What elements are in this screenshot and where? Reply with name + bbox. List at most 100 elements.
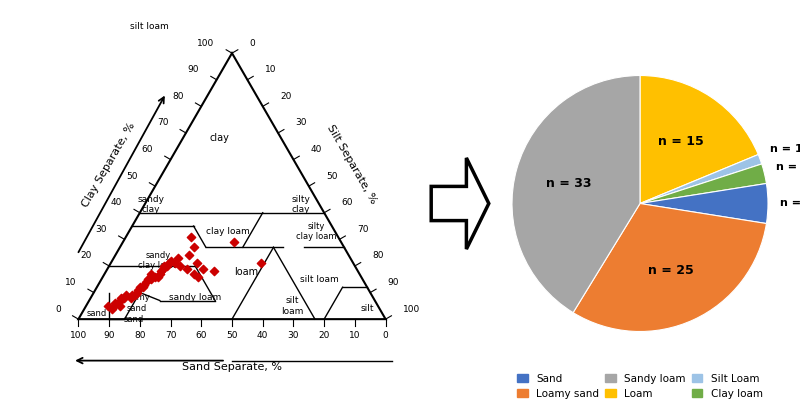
Text: 0: 0 bbox=[55, 304, 61, 313]
Text: 0: 0 bbox=[250, 39, 255, 48]
Text: 100: 100 bbox=[403, 304, 420, 313]
Text: 30: 30 bbox=[288, 331, 299, 340]
Text: 80: 80 bbox=[134, 331, 146, 340]
Point bbox=[197, 265, 210, 272]
Text: n = 33: n = 33 bbox=[546, 177, 591, 190]
Text: 10: 10 bbox=[65, 278, 76, 287]
Point bbox=[114, 302, 126, 309]
Point bbox=[132, 287, 145, 293]
Text: silt loam: silt loam bbox=[130, 22, 169, 31]
Point bbox=[120, 292, 133, 298]
Point bbox=[169, 260, 182, 267]
Point bbox=[254, 260, 267, 267]
Point bbox=[162, 260, 175, 267]
Point bbox=[190, 260, 203, 267]
Text: 50: 50 bbox=[226, 331, 238, 340]
Text: clay: clay bbox=[210, 133, 230, 143]
Text: Clay Separate, %: Clay Separate, % bbox=[80, 120, 137, 209]
Text: silty
clay loam: silty clay loam bbox=[296, 222, 337, 241]
Point bbox=[174, 263, 186, 269]
Text: 60: 60 bbox=[142, 145, 153, 154]
Point bbox=[192, 274, 205, 280]
Text: loamy
sand: loamy sand bbox=[124, 293, 150, 313]
Point bbox=[144, 271, 157, 277]
Text: 80: 80 bbox=[172, 92, 184, 101]
Point bbox=[101, 302, 114, 309]
Wedge shape bbox=[640, 155, 762, 204]
Point bbox=[137, 284, 150, 291]
Point bbox=[130, 289, 143, 296]
Point bbox=[158, 263, 171, 269]
Text: 90: 90 bbox=[187, 65, 199, 74]
Text: n = 4: n = 4 bbox=[780, 199, 800, 208]
Point bbox=[161, 263, 174, 269]
Text: silt
loam: silt loam bbox=[281, 296, 303, 315]
Point bbox=[144, 276, 157, 282]
Point bbox=[184, 234, 197, 240]
Point bbox=[154, 271, 166, 277]
Point bbox=[172, 255, 185, 261]
Text: Sand Separate, %: Sand Separate, % bbox=[182, 362, 282, 372]
Point bbox=[134, 284, 146, 291]
Text: 40: 40 bbox=[311, 145, 322, 154]
Point bbox=[129, 292, 142, 298]
Point bbox=[109, 300, 122, 306]
Text: loam: loam bbox=[234, 267, 258, 278]
Text: 60: 60 bbox=[342, 198, 354, 207]
Text: 40: 40 bbox=[257, 331, 269, 340]
Wedge shape bbox=[640, 76, 758, 204]
Text: 100: 100 bbox=[197, 39, 214, 48]
Text: 100: 100 bbox=[70, 331, 87, 340]
Text: 90: 90 bbox=[103, 331, 115, 340]
Point bbox=[124, 295, 137, 301]
Wedge shape bbox=[573, 204, 766, 331]
Text: n = 2: n = 2 bbox=[775, 162, 800, 172]
Text: 70: 70 bbox=[165, 331, 176, 340]
Point bbox=[152, 274, 165, 280]
Point bbox=[141, 276, 154, 282]
Text: 20: 20 bbox=[318, 331, 330, 340]
Text: 70: 70 bbox=[357, 225, 369, 234]
Text: 70: 70 bbox=[157, 118, 168, 127]
Text: 40: 40 bbox=[111, 198, 122, 207]
Point bbox=[118, 295, 131, 301]
Text: sand: sand bbox=[86, 309, 107, 318]
Text: sand: sand bbox=[123, 315, 144, 324]
Text: 0: 0 bbox=[382, 331, 389, 340]
Point bbox=[114, 297, 126, 304]
Point bbox=[187, 244, 200, 251]
Point bbox=[164, 257, 177, 264]
Text: 20: 20 bbox=[280, 92, 292, 101]
Wedge shape bbox=[640, 184, 768, 223]
Point bbox=[187, 271, 200, 277]
Text: 20: 20 bbox=[80, 251, 91, 260]
Text: 90: 90 bbox=[388, 278, 399, 287]
Text: 10: 10 bbox=[265, 65, 277, 74]
Point bbox=[207, 268, 220, 275]
Text: silty
clay: silty clay bbox=[292, 195, 310, 214]
Point bbox=[157, 265, 170, 272]
Point bbox=[107, 302, 120, 309]
Text: silt: silt bbox=[361, 304, 374, 313]
Point bbox=[139, 279, 152, 285]
Point bbox=[115, 295, 128, 301]
Text: 30: 30 bbox=[95, 225, 107, 234]
Text: n = 15: n = 15 bbox=[658, 135, 704, 148]
Point bbox=[106, 305, 118, 312]
Text: Silt Separate, %: Silt Separate, % bbox=[326, 123, 379, 206]
Wedge shape bbox=[640, 164, 766, 204]
Text: 50: 50 bbox=[326, 171, 338, 181]
Point bbox=[182, 252, 195, 258]
Point bbox=[138, 281, 151, 288]
Text: n = 25: n = 25 bbox=[648, 265, 694, 278]
Text: clay loam: clay loam bbox=[206, 227, 250, 236]
Text: sandy
clay loam: sandy clay loam bbox=[138, 251, 178, 270]
Text: sandy
clay: sandy clay bbox=[137, 195, 164, 214]
Text: 30: 30 bbox=[296, 118, 307, 127]
Point bbox=[227, 239, 240, 245]
Text: 50: 50 bbox=[126, 171, 138, 181]
Text: n = 1: n = 1 bbox=[770, 144, 800, 154]
Text: 60: 60 bbox=[195, 331, 207, 340]
Legend: Sand, Loamy sand, Sandy loam, Loam, Silt Loam, Clay loam: Sand, Loamy sand, Sandy loam, Loam, Silt… bbox=[514, 370, 766, 403]
Text: silt loam: silt loam bbox=[300, 275, 339, 284]
